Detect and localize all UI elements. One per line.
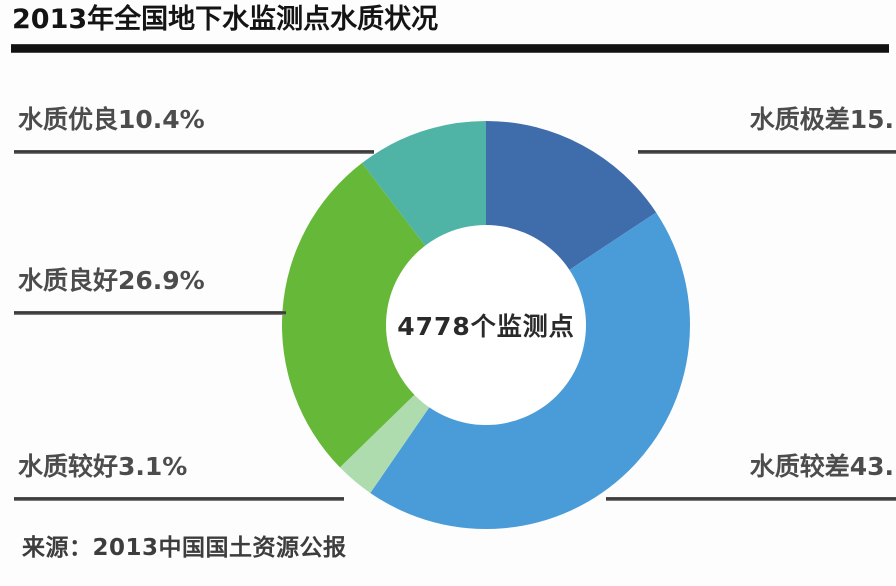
- callout-label-good: 水质良好26.9%: [18, 266, 205, 295]
- callout-fair: 水质较好3.1%: [0, 451, 344, 511]
- callout-very-poor: 水质极差15.: [596, 104, 896, 164]
- title-underline-rule: [11, 44, 889, 53]
- callout-label-poor: 水质较差43.: [749, 452, 894, 481]
- callout-good: 水质良好26.9%: [0, 265, 300, 325]
- callout-poor: 水质较差43.: [596, 451, 896, 511]
- leader-line-poor: [606, 497, 896, 501]
- page-title: 2013年全国地下水监测点水质状况: [12, 4, 439, 35]
- source-note: 来源：2013中国国土资源公报: [22, 535, 347, 561]
- leader-line-good: [14, 311, 286, 315]
- donut-slice-good[interactable]: [282, 163, 486, 468]
- callout-label-very-poor: 水质极差15.: [749, 105, 894, 134]
- callout-excellent: 水质优良10.4%: [0, 104, 420, 164]
- donut-chart: [282, 121, 690, 529]
- donut-svg: [282, 121, 690, 529]
- title-block: 2013年全国地下水监测点水质状况: [0, 0, 896, 58]
- callout-label-excellent: 水质优良10.4%: [18, 105, 205, 134]
- leader-line-excellent: [14, 150, 374, 154]
- donut-chart-area: 4778个监测点 水质优良10.4% 水质良好26.9% 水质较好3.1% 水质…: [0, 58, 896, 529]
- leader-line-fair: [14, 497, 344, 501]
- donut-hole: [386, 225, 586, 425]
- callout-label-fair: 水质较好3.1%: [18, 452, 188, 481]
- leader-line-very-poor: [638, 150, 896, 154]
